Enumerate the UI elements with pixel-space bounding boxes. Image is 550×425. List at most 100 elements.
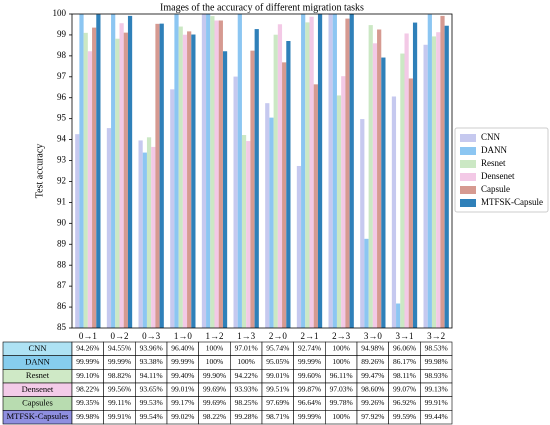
- cell-value: 100%: [206, 357, 224, 366]
- bar: [277, 24, 283, 329]
- cell-value: 99.35%: [76, 398, 99, 407]
- cell-value: 86.17%: [393, 357, 416, 366]
- y-tick-label: 95: [57, 113, 67, 123]
- legend-label: CNN: [481, 132, 501, 142]
- cell-value: 96.11%: [330, 371, 353, 380]
- bar: [246, 141, 251, 328]
- legend-label: MTFSK-Capsule: [481, 197, 543, 207]
- legend-swatch: [460, 186, 476, 194]
- bar: [408, 78, 413, 328]
- cell-value: 99.91%: [108, 412, 131, 421]
- cell-value: 95.05%: [266, 357, 289, 366]
- bar: [309, 16, 314, 328]
- y-tick-label: 88: [57, 259, 67, 269]
- cell-value: 98.53%: [425, 344, 448, 353]
- y-tick-label: 98: [57, 50, 67, 60]
- cell-value: 100%: [237, 357, 255, 366]
- x-tick-label: 1→3: [237, 331, 256, 341]
- cell-value: 99.98%: [425, 357, 448, 366]
- cell-value: 96.92%: [393, 398, 416, 407]
- bar: [87, 51, 93, 329]
- bar: [237, 14, 242, 328]
- cell-value: 95.74%: [266, 344, 289, 353]
- cell-value: 99.17%: [171, 398, 194, 407]
- bar: [296, 165, 302, 328]
- cell-value: 99.11%: [108, 398, 131, 407]
- cell-value: 97.01%: [235, 344, 258, 353]
- bar: [151, 146, 156, 328]
- cell-value: 99.51%: [266, 385, 289, 394]
- x-tick-label: 0→3: [142, 331, 161, 341]
- x-tick-label: 0→2: [111, 331, 129, 341]
- cell-value: 99.99%: [298, 357, 321, 366]
- cell-value: 93.38%: [140, 357, 163, 366]
- y-tick-label: 86: [57, 301, 67, 311]
- bar: [282, 62, 287, 329]
- bar: [273, 34, 278, 328]
- y-tick-label: 90: [57, 217, 67, 227]
- bar: [364, 238, 369, 328]
- legend-box: [454, 127, 549, 213]
- cell-value: 99.47%: [361, 371, 384, 380]
- bar: [341, 76, 346, 328]
- y-tick-label: 89: [57, 238, 67, 248]
- cell-value: 94.22%: [235, 371, 258, 380]
- bar: [155, 23, 160, 329]
- bar: [178, 26, 183, 329]
- bar: [222, 51, 228, 329]
- cell-value: 99.01%: [266, 371, 289, 380]
- bar: [286, 41, 291, 329]
- bar: [201, 14, 207, 328]
- bar: [349, 14, 354, 328]
- plot-frame: [71, 13, 453, 329]
- x-tick-label: 3→1: [396, 331, 414, 341]
- legend-swatch: [460, 160, 476, 168]
- bar: [83, 32, 88, 329]
- cell-value: 99.78%: [330, 398, 353, 407]
- bar: [328, 14, 333, 328]
- cell-value: 96.06%: [393, 344, 416, 353]
- y-tick-label: 92: [57, 176, 66, 186]
- cell-value: 98.22%: [203, 412, 226, 421]
- bar: [127, 15, 133, 328]
- cell-value: 99.69%: [203, 398, 226, 407]
- bar: [336, 95, 342, 328]
- row-label: CNN: [29, 343, 47, 353]
- bar: [92, 27, 97, 329]
- bar: [345, 18, 350, 328]
- cell-value: 92.74%: [298, 344, 321, 353]
- legend-label: Resnet: [481, 158, 506, 168]
- cell-value: 94.26%: [76, 344, 99, 353]
- y-tick-label: 96: [57, 92, 67, 102]
- cell-value: 99.40%: [171, 371, 194, 380]
- cell-value: 89.26%: [361, 357, 384, 366]
- cell-value: 100%: [332, 357, 350, 366]
- bar: [440, 15, 445, 328]
- cell-value: 99.26%: [361, 398, 384, 407]
- cell-value: 99.60%: [298, 371, 321, 380]
- row-label: Capsules: [22, 397, 53, 407]
- bar: [182, 34, 188, 328]
- x-tick-label: 2→1: [301, 331, 319, 341]
- legend-swatch: [460, 147, 476, 155]
- bar: [106, 128, 112, 328]
- cell-value: 99.07%: [393, 385, 416, 394]
- bar: [210, 16, 215, 329]
- legend-label: Capsule: [481, 184, 510, 194]
- y-tick-label: 85: [57, 322, 67, 332]
- bar: [138, 140, 143, 328]
- cell-value: 100%: [206, 344, 224, 353]
- bar: [146, 137, 152, 328]
- bar: [79, 14, 84, 329]
- y-tick-label: 87: [57, 280, 67, 290]
- cell-value: 98.11%: [393, 371, 416, 380]
- bar: [111, 14, 116, 329]
- cell-value: 98.60%: [361, 385, 384, 394]
- bar: [301, 14, 306, 329]
- cell-value: 93.65%: [140, 385, 163, 394]
- cell-value: 99.59%: [393, 412, 416, 421]
- cell-value: 94.11%: [140, 371, 163, 380]
- cell-value: 99.10%: [76, 371, 99, 380]
- bar: [436, 32, 441, 328]
- cell-value: 99.28%: [235, 412, 258, 421]
